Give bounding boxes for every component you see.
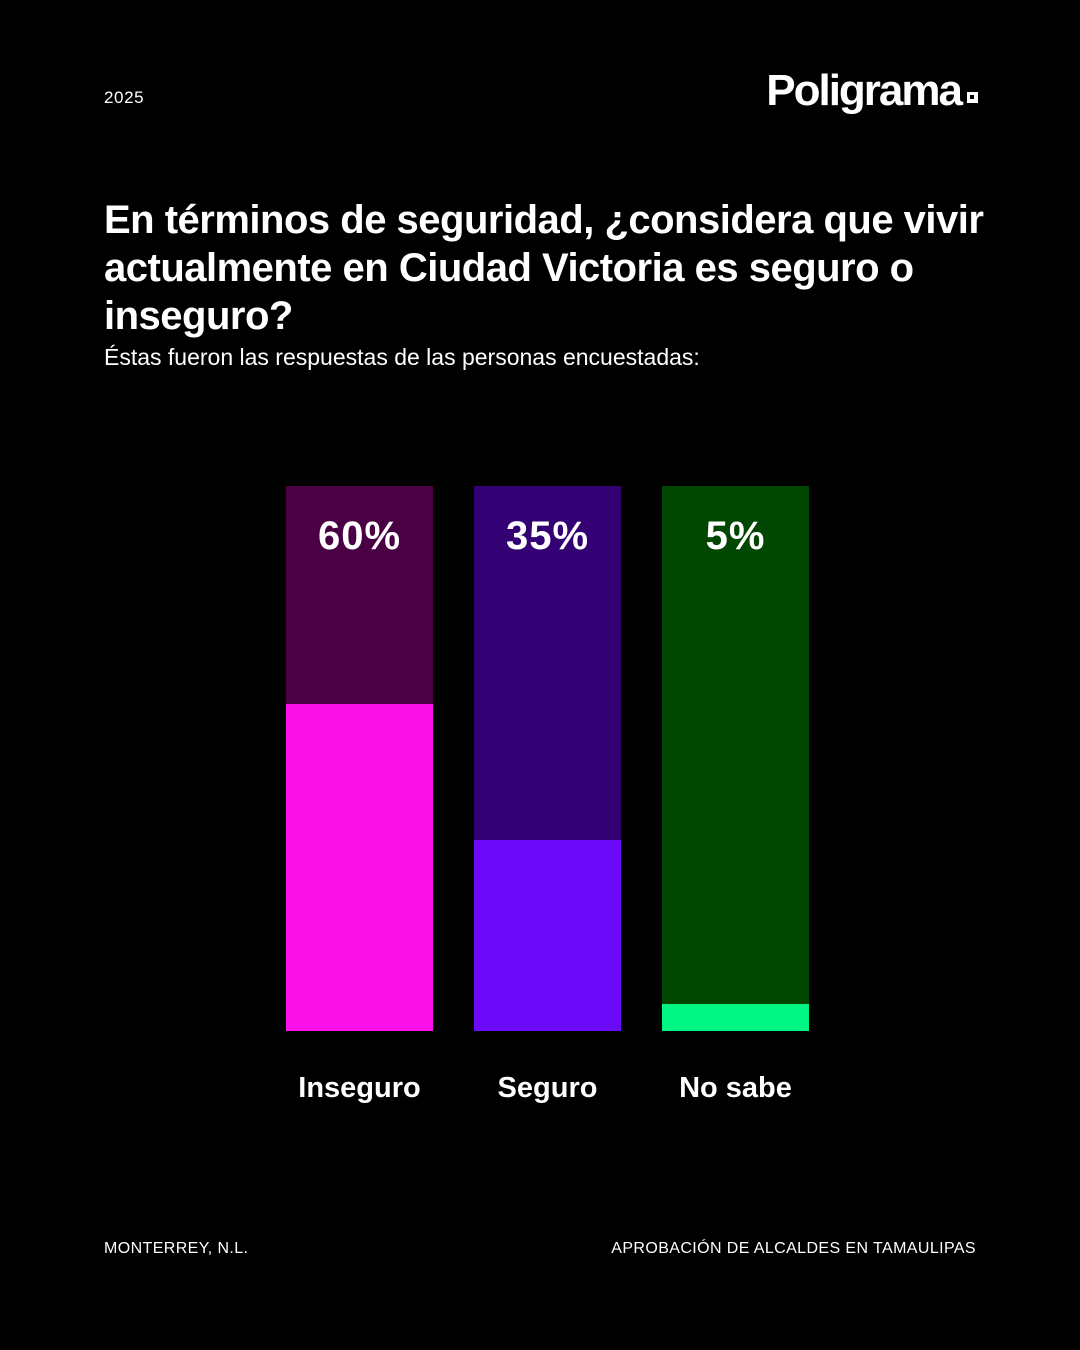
bar-value-seguro: 35% (505, 514, 590, 558)
bar-value-no-sabe: 5% (705, 514, 766, 558)
logo-square-dot-inner (970, 95, 974, 99)
brand-logo: Poligrama (766, 66, 978, 116)
footer-location: MONTERREY, N.L. (104, 1240, 249, 1257)
bar-fill-inseguro (286, 704, 433, 1031)
logo-square-dot-icon (967, 92, 978, 103)
bar-seguro: 35% (474, 486, 621, 1031)
category-label-seguro: Seguro (497, 1072, 598, 1104)
category-labels: Inseguro Seguro No sabe (286, 1072, 809, 1105)
bar-no-sabe: 5% (662, 486, 809, 1031)
bar-value-inseguro: 60% (317, 514, 402, 558)
bar-inseguro: 60% (286, 486, 433, 1031)
page-title: En términos de seguridad, ¿considera que… (104, 198, 984, 338)
bar-fill-no-sabe (662, 1003, 809, 1031)
bar-chart: 60% 35% 5% (286, 486, 809, 1031)
bar-fill-seguro (474, 840, 621, 1031)
category-label-no-sabe: No sabe (679, 1072, 792, 1104)
brand-logo-text: Poligrama (766, 66, 963, 115)
footer: MONTERREY, N.L. APROBACIÓN DE ALCALDES E… (104, 1240, 976, 1258)
year-label: 2025 (104, 88, 145, 107)
category-label-inseguro: Inseguro (298, 1072, 421, 1104)
page-subtitle: Éstas fueron las respuestas de las perso… (104, 344, 700, 370)
footer-topic: APROBACIÓN DE ALCALDES EN TAMAULIPAS (611, 1240, 976, 1257)
